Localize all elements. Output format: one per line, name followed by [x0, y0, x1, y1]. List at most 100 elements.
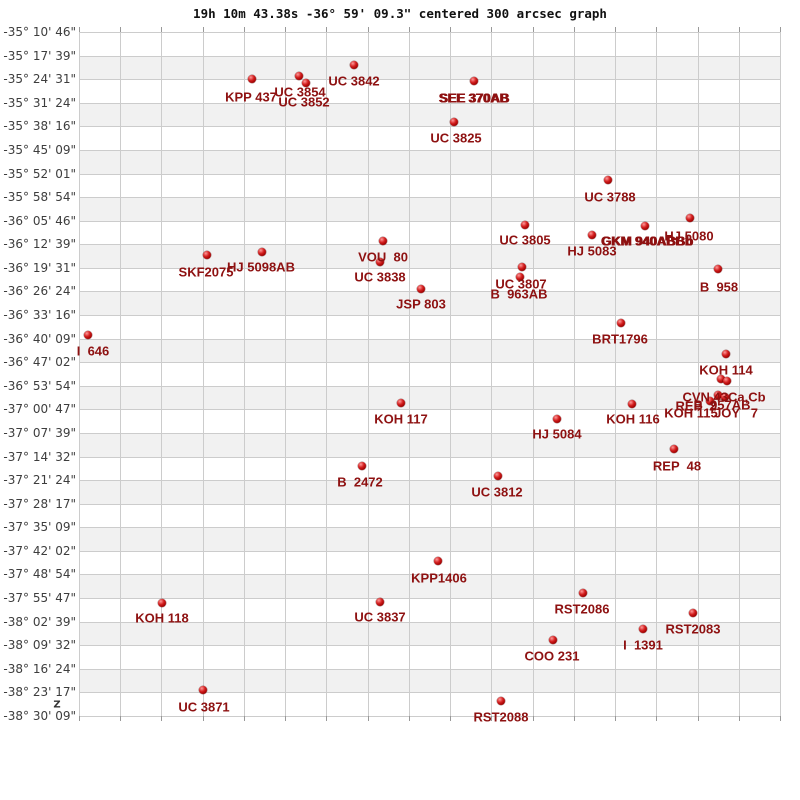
top-tick [202, 27, 204, 32]
h-gridline [79, 173, 780, 175]
y-axis-tick-label: -36° 53' 54" [3, 378, 76, 393]
star-point [470, 77, 478, 85]
bottom-tick [573, 716, 575, 721]
h-gridline [79, 126, 780, 128]
star-label: HJ 5083 [567, 243, 617, 259]
star-label: UC 3838 [354, 269, 406, 285]
star-label: KOH 115 [664, 405, 718, 421]
row-stripe [79, 668, 780, 693]
y-axis-tick-label: -37° 48' 54" [3, 567, 76, 582]
bottom-tick [243, 716, 245, 721]
star-point [604, 176, 612, 184]
top-tick [656, 27, 658, 32]
star-label: KOH 117 [374, 411, 428, 427]
v-gridline [408, 32, 410, 716]
star-label: CVN 43Ca,Cb [682, 389, 766, 405]
h-gridline [79, 550, 780, 552]
star-point [450, 118, 458, 126]
y-axis-tick-label: -35° 58' 54" [3, 190, 76, 205]
star-label: UC 3842 [328, 73, 380, 89]
star-point [617, 319, 625, 327]
h-gridline [79, 645, 780, 647]
star-point [497, 697, 505, 705]
star-point [579, 589, 587, 597]
star-point [706, 397, 714, 405]
y-axis-tick-label: -36° 05' 46" [3, 213, 76, 228]
row-stripe [79, 291, 780, 316]
row-stripe [79, 102, 780, 127]
v-gridline [120, 32, 122, 716]
star-point [295, 72, 303, 80]
star-label: JSP 803 [396, 296, 446, 312]
star-label: RST2088 [473, 709, 529, 725]
star-point [639, 625, 647, 633]
bottom-tick [450, 716, 452, 721]
h-gridline [79, 503, 780, 505]
bottom-tick [285, 716, 287, 721]
star-point [248, 75, 256, 83]
h-gridline [79, 291, 780, 293]
v-gridline [450, 32, 452, 716]
y-axis-tick-label: -37° 55' 47" [3, 591, 76, 606]
row-stripe [79, 621, 780, 646]
h-gridline [79, 197, 780, 199]
y-axis-tick-label: -37° 07' 39" [3, 425, 76, 440]
bottom-tick [120, 716, 122, 721]
star-label: UC 3807 [495, 276, 547, 292]
star-point [350, 61, 358, 69]
top-tick [285, 27, 287, 32]
top-tick [450, 27, 452, 32]
bottom-tick [491, 716, 493, 721]
h-gridline [79, 574, 780, 576]
star-label: UC 3837 [354, 609, 406, 625]
h-gridline [79, 267, 780, 269]
star-label: UC 3871 [178, 699, 230, 715]
star-label: REP 48 [652, 458, 702, 474]
star-label: VOU 80 [358, 249, 408, 265]
star-label: UC 3825 [430, 130, 482, 146]
y-axis-tick-label: -37° 35' 09" [3, 520, 76, 535]
y-axis-tick-label: -37° 21' 24" [3, 473, 76, 488]
y-axis-tick-label: -36° 33' 16" [3, 308, 76, 323]
star-point [722, 350, 730, 358]
v-gridline [243, 32, 245, 716]
star-label: RST2086 [554, 601, 610, 617]
v-gridline [367, 32, 369, 716]
h-gridline [79, 456, 780, 458]
v-gridline [79, 32, 80, 716]
star-label: B 963AB [490, 286, 548, 302]
star-point [158, 599, 166, 607]
top-tick [326, 27, 328, 32]
row-stripe [79, 149, 780, 174]
bottom-tick [697, 716, 699, 721]
y-axis-tick-label: -36° 26' 24" [3, 284, 76, 299]
bottom-tick [408, 716, 410, 721]
star-label: GKM 940ABBb [601, 233, 693, 249]
y-axis-tick-label: -38° 09' 32" [3, 638, 76, 653]
star-point [717, 375, 725, 383]
bottom-tick [161, 716, 163, 721]
star-label: HJ 5084 [532, 426, 582, 442]
top-tick [573, 27, 575, 32]
y-axis-tick-label: -37° 28' 17" [3, 496, 76, 511]
star-label: RST2083 [665, 621, 721, 637]
h-gridline [79, 716, 780, 717]
y-axis-tick-label: -35° 24' 31" [3, 72, 76, 87]
top-tick [161, 27, 163, 32]
v-gridline [285, 32, 287, 716]
axis-orientation-marker: Z [53, 699, 61, 711]
star-label: UC 3852 [278, 94, 330, 110]
y-axis-tick-label: -36° 47' 02" [3, 355, 76, 370]
star-label: COO 231 [524, 648, 580, 664]
top-tick [408, 27, 410, 32]
bottom-tick [367, 716, 369, 721]
top-tick [697, 27, 699, 32]
star-label: REP 2 [675, 398, 717, 414]
star-point [379, 237, 387, 245]
row-stripe [79, 527, 780, 551]
star-point [714, 265, 722, 273]
star-label: B 958 [699, 279, 739, 295]
y-axis-tick-label: -36° 40' 09" [3, 331, 76, 346]
bottom-tick [326, 716, 328, 721]
h-gridline [79, 79, 780, 81]
